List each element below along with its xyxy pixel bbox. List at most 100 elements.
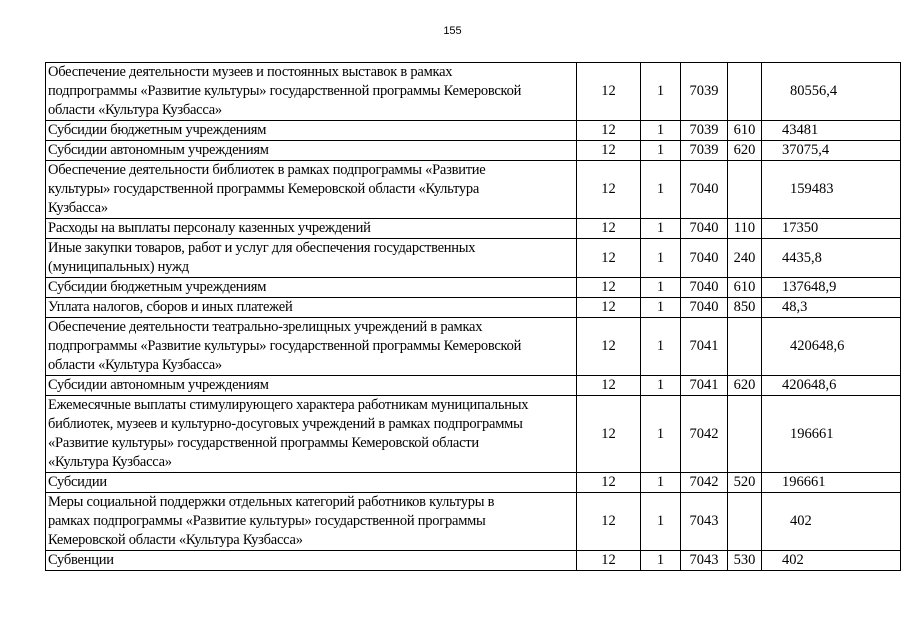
subsection-code: 1	[640, 277, 681, 298]
section-code: 12	[576, 238, 641, 278]
subsection-code: 1	[640, 297, 681, 318]
section-code: 12	[576, 120, 641, 141]
table-row: Ежемесячные выплаты стимулирующего харак…	[45, 395, 901, 473]
target-code: 7040	[680, 297, 728, 318]
target-code: 7040	[680, 238, 728, 278]
subsection-code: 1	[640, 160, 681, 219]
section-code: 12	[576, 550, 641, 571]
row-name: Обеспечение деятельности театрально-зрел…	[45, 317, 577, 376]
table-row: Уплата налогов, сборов и иных платежей 12…	[45, 297, 901, 318]
row-name: Субсидии бюджетным учреждениям	[45, 120, 577, 141]
page-number: 155	[443, 25, 462, 37]
expense-type-code: 610	[727, 120, 762, 141]
target-code: 7040	[680, 218, 728, 239]
amount: 420648,6	[761, 317, 901, 376]
table-row: Расходы на выплаты персоналу казенных уч…	[45, 218, 901, 239]
table-row: Меры социальной поддержки отдельных кате…	[45, 492, 901, 551]
row-name: Обеспечение деятельности библиотек в рам…	[45, 160, 577, 219]
expense-type-code	[727, 492, 762, 551]
target-code: 7043	[680, 550, 728, 571]
table-row: Субсидии бюджетным учреждениям 12 1 7039 610…	[45, 120, 901, 141]
expense-type-code	[727, 62, 762, 121]
table-row: Обеспечение деятельности библиотек в рам…	[45, 160, 901, 219]
subsection-code: 1	[640, 550, 681, 571]
amount: 196661	[761, 472, 901, 493]
expense-type-code	[727, 317, 762, 376]
expense-type-code: 620	[727, 140, 762, 161]
expense-type-code: 530	[727, 550, 762, 571]
table-row: Иные закупки товаров, работ и услуг для …	[45, 238, 901, 278]
subsection-code: 1	[640, 218, 681, 239]
section-code: 12	[576, 277, 641, 298]
table-row: Субсидии бюджетным учреждениям 12 1 7040 610…	[45, 277, 901, 298]
section-code: 12	[576, 297, 641, 318]
amount: 159483	[761, 160, 901, 219]
section-code: 12	[576, 140, 641, 161]
section-code: 12	[576, 218, 641, 239]
table-row: Субсидии автономным учреждениям 12 1 7041 62…	[45, 375, 901, 396]
amount: 196661	[761, 395, 901, 473]
subsection-code: 1	[640, 317, 681, 376]
expense-type-code: 240	[727, 238, 762, 278]
amount: 402	[761, 492, 901, 551]
table-row: Субсидии 12 1 7042 520 196661	[45, 472, 901, 493]
section-code: 12	[576, 160, 641, 219]
expense-type-code: 610	[727, 277, 762, 298]
amount: 43481	[761, 120, 901, 141]
target-code: 7042	[680, 472, 728, 493]
subsection-code: 1	[640, 492, 681, 551]
target-code: 7039	[680, 120, 728, 141]
expense-type-code: 850	[727, 297, 762, 318]
amount: 137648,9	[761, 277, 901, 298]
section-code: 12	[576, 492, 641, 551]
subsection-code: 1	[640, 375, 681, 396]
subsection-code: 1	[640, 62, 681, 121]
row-name: Уплата налогов, сборов и иных платежей	[45, 297, 577, 318]
expense-type-code	[727, 160, 762, 219]
section-code: 12	[576, 375, 641, 396]
expense-type-code: 110	[727, 218, 762, 239]
subsection-code: 1	[640, 120, 681, 141]
table-row: Обеспечение деятельности музеев и постоя…	[45, 62, 901, 121]
expense-type-code: 620	[727, 375, 762, 396]
target-code: 7041	[680, 317, 728, 376]
row-name: Субвенции	[45, 550, 577, 571]
budget-table: Обеспечение деятельности музеев и постоя…	[45, 62, 901, 571]
subsection-code: 1	[640, 238, 681, 278]
table-row: Обеспечение деятельности театрально-зрел…	[45, 317, 901, 376]
row-name: Иные закупки товаров, работ и услуг для …	[45, 238, 577, 278]
target-code: 7039	[680, 62, 728, 121]
section-code: 12	[576, 62, 641, 121]
amount: 48,3	[761, 297, 901, 318]
row-name: Обеспечение деятельности музеев и постоя…	[45, 62, 577, 121]
amount: 420648,6	[761, 375, 901, 396]
expense-type-code: 520	[727, 472, 762, 493]
amount: 17350	[761, 218, 901, 239]
amount: 37075,4	[761, 140, 901, 161]
amount: 80556,4	[761, 62, 901, 121]
amount: 4435,8	[761, 238, 901, 278]
section-code: 12	[576, 317, 641, 376]
row-name: Расходы на выплаты персоналу казенных уч…	[45, 218, 577, 239]
row-name: Меры социальной поддержки отдельных кате…	[45, 492, 577, 551]
subsection-code: 1	[640, 472, 681, 493]
row-name: Субсидии бюджетным учреждениям	[45, 277, 577, 298]
target-code: 7039	[680, 140, 728, 161]
target-code: 7041	[680, 375, 728, 396]
amount: 402	[761, 550, 901, 571]
row-name: Субсидии автономным учреждениям	[45, 375, 577, 396]
expense-type-code	[727, 395, 762, 473]
row-name: Субсидии	[45, 472, 577, 493]
target-code: 7043	[680, 492, 728, 551]
target-code: 7042	[680, 395, 728, 473]
subsection-code: 1	[640, 395, 681, 473]
table-row: Субсидии автономным учреждениям 12 1 7039 62…	[45, 140, 901, 161]
subsection-code: 1	[640, 140, 681, 161]
target-code: 7040	[680, 160, 728, 219]
row-name: Ежемесячные выплаты стимулирующего харак…	[45, 395, 577, 473]
target-code: 7040	[680, 277, 728, 298]
row-name: Субсидии автономным учреждениям	[45, 140, 577, 161]
table-row: Субвенции 12 1 7043 530 402	[45, 550, 901, 571]
section-code: 12	[576, 395, 641, 473]
section-code: 12	[576, 472, 641, 493]
